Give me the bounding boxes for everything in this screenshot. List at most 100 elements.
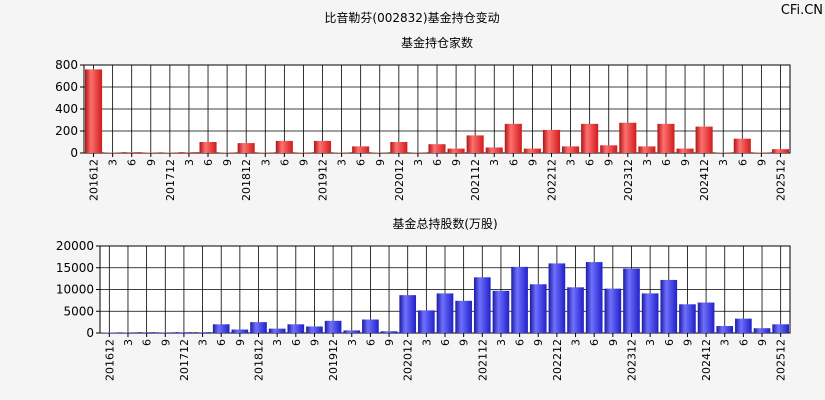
bar xyxy=(542,129,561,153)
bar xyxy=(511,266,528,333)
bar xyxy=(256,152,274,153)
x-tick-label: 3 xyxy=(271,339,284,346)
x-tick-label: 201912 xyxy=(317,159,330,201)
bar xyxy=(418,310,435,333)
bar xyxy=(638,146,656,153)
bar xyxy=(436,293,454,333)
bar xyxy=(409,152,427,153)
bar xyxy=(390,142,408,153)
bar xyxy=(250,322,267,333)
bar xyxy=(399,295,417,333)
x-tick-label: 6 xyxy=(278,159,291,166)
x-tick-label: 6 xyxy=(660,159,673,166)
bar xyxy=(362,319,379,333)
x-tick-label: 202412 xyxy=(700,339,713,381)
y-tick-label: 15000 xyxy=(56,261,94,275)
x-tick-label: 3 xyxy=(259,159,272,166)
bar xyxy=(585,262,603,333)
x-tick-label: 201812 xyxy=(253,339,266,381)
bar xyxy=(679,304,696,333)
bar xyxy=(447,148,465,153)
x-tick-label: 9 xyxy=(221,159,234,166)
bar xyxy=(199,142,217,153)
x-tick-label: 6 xyxy=(215,339,228,346)
bar xyxy=(268,328,286,333)
x-tick-label: 6 xyxy=(439,339,452,346)
bar xyxy=(473,277,491,333)
bar xyxy=(455,300,472,333)
x-tick-label: 9 xyxy=(526,159,539,166)
x-tick-label: 202512 xyxy=(774,159,787,201)
x-tick-label: 6 xyxy=(663,339,676,346)
bar xyxy=(156,332,174,333)
y-tick-label: 200 xyxy=(55,124,78,138)
x-tick-label: 3 xyxy=(641,159,654,166)
chart-subtitle: 基金持仓家数 xyxy=(401,35,473,50)
x-tick-label: 6 xyxy=(141,339,154,346)
bar xyxy=(101,332,118,334)
bar xyxy=(175,332,193,333)
bar xyxy=(212,324,230,333)
bar xyxy=(275,140,293,153)
x-tick-label: 3 xyxy=(495,339,508,346)
x-tick-label: 3 xyxy=(565,159,578,166)
x-tick-label: 9 xyxy=(297,159,310,166)
x-tick-label: 9 xyxy=(145,159,158,166)
x-tick-label: 9 xyxy=(603,159,616,166)
x-tick-label: 6 xyxy=(202,159,215,166)
x-tick-label: 9 xyxy=(458,339,471,346)
bar xyxy=(352,146,370,153)
x-tick-label: 202512 xyxy=(775,339,788,381)
x-tick-label: 6 xyxy=(514,339,527,346)
x-tick-label: 3 xyxy=(717,159,730,166)
x-tick-label: 9 xyxy=(532,339,545,346)
bar xyxy=(562,146,580,153)
bar xyxy=(695,126,713,153)
bar xyxy=(466,135,484,153)
x-tick-label: 201712 xyxy=(164,159,177,201)
bar xyxy=(771,149,789,153)
bar xyxy=(660,279,678,333)
x-tick-label: 9 xyxy=(308,339,321,346)
x-tick-label: 9 xyxy=(159,339,172,346)
bar xyxy=(641,293,659,333)
x-tick-label: 202212 xyxy=(551,339,564,381)
bar xyxy=(371,152,389,153)
bar xyxy=(523,148,541,153)
bar xyxy=(333,152,351,153)
bar xyxy=(313,140,332,153)
bar xyxy=(581,123,599,153)
bar xyxy=(485,147,503,153)
x-tick-label: 3 xyxy=(488,159,501,166)
x-tick-label: 9 xyxy=(679,159,692,166)
bar xyxy=(619,122,637,153)
bar xyxy=(119,332,137,333)
x-tick-label: 202312 xyxy=(622,159,635,201)
x-tick-label: 202212 xyxy=(545,159,558,201)
bar xyxy=(753,328,771,333)
bar xyxy=(142,152,160,153)
bar xyxy=(306,326,323,333)
x-tick-label: 6 xyxy=(507,159,520,166)
bar xyxy=(294,152,312,153)
y-tick-label: 20000 xyxy=(56,239,94,253)
bar xyxy=(604,288,622,333)
x-tick-label: 9 xyxy=(374,159,387,166)
x-tick-label: 201612 xyxy=(103,339,116,381)
y-tick-label: 0 xyxy=(86,326,94,340)
y-tick-label: 0 xyxy=(70,146,78,160)
bar xyxy=(180,152,198,153)
bar xyxy=(735,318,752,333)
x-tick-label: 9 xyxy=(234,339,247,346)
bar xyxy=(600,145,618,153)
x-tick-label: 3 xyxy=(336,159,349,166)
y-tick-label: 800 xyxy=(55,58,78,72)
x-tick-label: 3 xyxy=(719,339,732,346)
x-tick-label: 3 xyxy=(197,339,210,346)
x-tick-label: 9 xyxy=(755,159,768,166)
x-tick-label: 9 xyxy=(681,339,694,346)
bar xyxy=(716,326,734,333)
x-tick-label: 202012 xyxy=(402,339,415,381)
x-tick-label: 9 xyxy=(756,339,769,346)
x-tick-label: 9 xyxy=(607,339,620,346)
